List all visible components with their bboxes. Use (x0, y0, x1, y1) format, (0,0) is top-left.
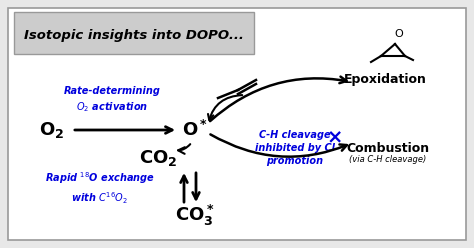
Text: Epoxidation: Epoxidation (344, 73, 427, 87)
Text: (via C-H cleavage): (via C-H cleavage) (349, 155, 427, 164)
Text: Isotopic insights into DOPO...: Isotopic insights into DOPO... (24, 29, 244, 41)
Text: O: O (395, 29, 403, 39)
Text: Combustion: Combustion (346, 142, 429, 155)
Text: $\mathbf{O^*}$: $\mathbf{O^*}$ (182, 120, 208, 140)
Text: $\mathbf{O_2}$: $\mathbf{O_2}$ (39, 120, 64, 140)
Text: C-H cleavage
inhibited by Cl
promotion: C-H cleavage inhibited by Cl promotion (255, 130, 335, 166)
Text: Rate-determining
$O_2$ activation: Rate-determining $O_2$ activation (64, 86, 160, 114)
Text: $\mathbf{CO_2}$: $\mathbf{CO_2}$ (139, 148, 177, 168)
Text: ×: × (327, 128, 343, 148)
Bar (14, 12, 254, 54)
Text: Rapid $^{18}$O exchange
with $C^{16}O_2$: Rapid $^{18}$O exchange with $C^{16}O_2$ (45, 170, 155, 206)
Text: $\mathbf{CO_3^*}$: $\mathbf{CO_3^*}$ (175, 202, 215, 228)
